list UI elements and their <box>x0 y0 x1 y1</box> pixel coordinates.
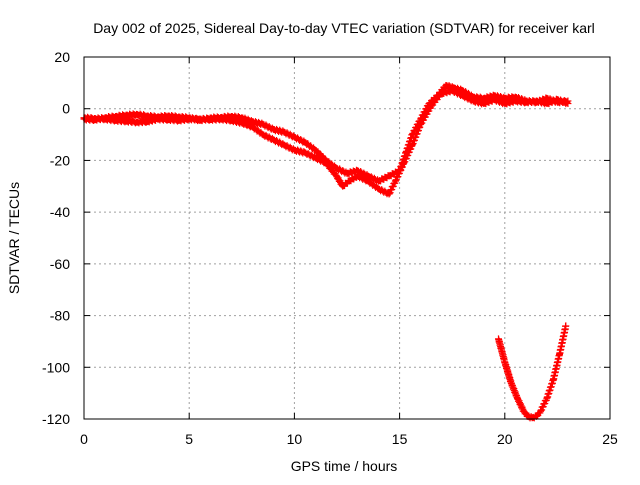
series-trace <box>80 81 572 185</box>
data-series <box>80 81 572 422</box>
x-tick-label: 25 <box>602 431 618 447</box>
x-tick-label: 5 <box>185 431 193 447</box>
y-tick-label: -120 <box>42 411 70 427</box>
y-tick-label: -60 <box>50 256 70 272</box>
grid <box>84 57 610 419</box>
y-axis: -120 -100 -80 -60 -40 -20 0 20 <box>42 49 610 427</box>
x-tick-label: 15 <box>392 431 408 447</box>
y-tick-label: -80 <box>50 308 70 324</box>
x-tick-label: 20 <box>497 431 513 447</box>
x-axis: 0 5 10 15 20 25 <box>80 57 618 447</box>
plot-frame <box>83 56 611 420</box>
chart-title: Day 002 of 2025, Sidereal Day-to-day VTE… <box>93 20 595 36</box>
y-tick-label: -20 <box>50 152 70 168</box>
series-markers <box>80 86 572 198</box>
x-tick-label: 10 <box>287 431 303 447</box>
x-tick-label: 0 <box>80 431 88 447</box>
y-tick-label: -100 <box>42 359 70 375</box>
series-trace <box>80 86 572 198</box>
x-axis-title: GPS time / hours <box>291 458 398 474</box>
series-markers <box>80 81 572 185</box>
series-markers <box>494 322 570 422</box>
y-tick-label: 20 <box>54 49 70 65</box>
y-tick-label: -40 <box>50 204 70 220</box>
y-tick-label: 0 <box>62 101 70 117</box>
y-axis-title: SDTVAR / TECUs <box>6 182 22 294</box>
series-trace <box>494 322 570 422</box>
